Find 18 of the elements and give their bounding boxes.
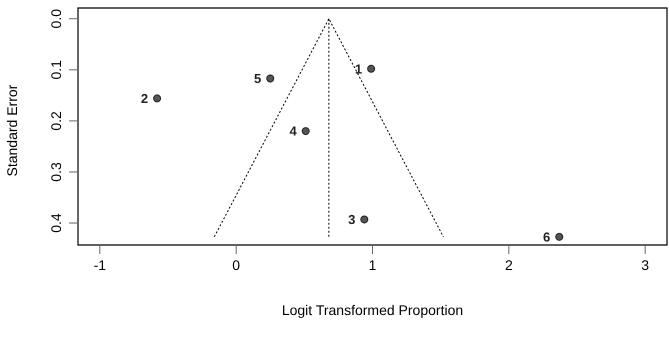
y-tick-label: 0.0 xyxy=(48,8,64,28)
x-tick-label: -1 xyxy=(94,256,106,273)
y-axis-title: Standard Error xyxy=(4,84,20,176)
x-tick-label: 0 xyxy=(232,256,240,273)
x-tick-label: 3 xyxy=(641,256,650,273)
y-tick-label: 0.2 xyxy=(48,110,64,131)
annotation: 5 xyxy=(254,71,262,86)
x-tick-label: 1 xyxy=(368,256,377,273)
annotation: 1 xyxy=(354,61,362,76)
annotation: 2 xyxy=(140,91,148,106)
x-tick-label: 2 xyxy=(504,256,513,273)
y-tick-label: 0.3 xyxy=(48,162,64,182)
annotation: 6 xyxy=(543,229,550,244)
x-axis-title: Logit Transformed Proportion xyxy=(282,302,464,318)
annotation: 4 xyxy=(289,124,298,139)
annotation: 3 xyxy=(348,212,356,228)
y-tick-label: 0.4 xyxy=(48,213,64,233)
y-tick-label: 0.1 xyxy=(48,60,64,80)
